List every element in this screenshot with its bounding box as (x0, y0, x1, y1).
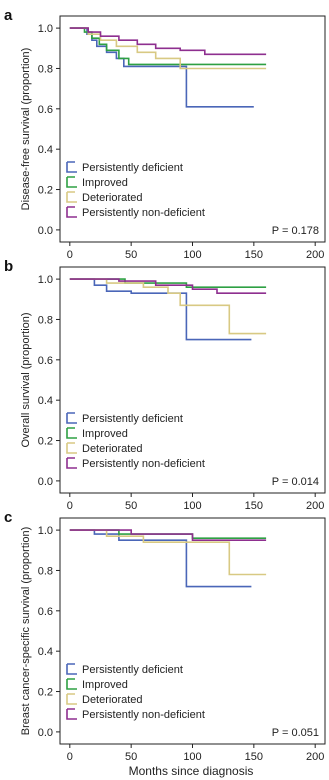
x-tick-label: 200 (306, 249, 324, 261)
legend-label: Deteriorated (82, 694, 143, 706)
x-tick-label: 100 (183, 751, 201, 763)
x-tick-label: 0 (67, 751, 73, 763)
legend-swatch (66, 161, 77, 173)
y-tick-label: 0.0 (38, 225, 53, 237)
survival-curve-4 (69, 27, 267, 56)
y-tick-label: 0.6 (38, 104, 53, 116)
y-axis-label: Overall survival (proportion) (20, 312, 32, 447)
y-tick-label: 0.6 (38, 355, 53, 367)
x-tick-label: 100 (183, 249, 201, 261)
y-tick-label: 0.6 (38, 606, 53, 618)
y-tick-label: 0.2 (38, 436, 53, 448)
y-tick-label: 1.0 (38, 23, 53, 35)
legend-swatch (66, 206, 77, 218)
legend-swatch (66, 663, 77, 675)
legend-label: Improved (82, 177, 128, 189)
survival-curve-3 (69, 27, 267, 70)
legend-label: Persistently deficient (82, 162, 183, 174)
legend-swatch (66, 708, 77, 720)
x-axis-label: Months since diagnosis (129, 764, 254, 778)
legend-swatch (66, 693, 77, 705)
legend-swatch (66, 678, 77, 690)
panel-a: a 0.0 0.2 0.4 0.6 0.8 1.0 0 50 100 150 200 Disease-f… (4, 7, 326, 261)
panel-label: c (4, 509, 12, 526)
p-value: P = 0.014 (272, 476, 319, 488)
y-tick-label: 1.0 (38, 274, 53, 286)
panel-label: b (4, 258, 13, 275)
legend-label: Improved (82, 428, 128, 440)
x-tick-label: 0 (67, 500, 73, 512)
legend-label: Persistently non-deficient (82, 458, 205, 470)
survival-curve-4 (69, 529, 267, 541)
legend-label: Deteriorated (82, 443, 143, 455)
legend-swatch (66, 191, 77, 203)
legend-label: Persistently non-deficient (82, 709, 205, 721)
y-tick-label: 0.8 (38, 63, 53, 75)
y-tick-label: 0.8 (38, 314, 53, 326)
legend-swatch (66, 176, 77, 188)
x-tick-label: 200 (306, 751, 324, 763)
y-tick-label: 0.4 (38, 144, 53, 156)
x-tick-label: 150 (245, 751, 263, 763)
panel-c: c 0.0 0.2 0.4 0.6 0.8 1.0 0 50 100 150 200 Breast ca… (4, 509, 326, 763)
x-tick-label: 50 (125, 249, 137, 261)
p-value: P = 0.051 (272, 727, 319, 739)
y-tick-label: 0.2 (38, 687, 53, 699)
x-tick-label: 150 (245, 500, 263, 512)
y-tick-label: 0.8 (38, 565, 53, 577)
x-tick-label: 50 (125, 751, 137, 763)
legend-label: Improved (82, 679, 128, 691)
survival-curve-3 (69, 529, 267, 576)
y-tick-label: 0.0 (38, 727, 53, 739)
legend-label: Persistently non-deficient (82, 207, 205, 219)
y-axis-label: Breast cancer-specific survival (proport… (20, 527, 32, 735)
p-value: P = 0.178 (272, 225, 319, 237)
y-tick-label: 0.4 (38, 395, 53, 407)
legend-swatch (66, 427, 77, 439)
legend-swatch (66, 442, 77, 454)
y-tick-label: 0.2 (38, 185, 53, 197)
survival-curve-1 (69, 278, 252, 341)
legend-label: Deteriorated (82, 192, 143, 204)
legend-swatch (66, 412, 77, 424)
panel-label: a (4, 7, 13, 24)
y-tick-label: 0.4 (38, 646, 53, 658)
legend-label: Persistently deficient (82, 413, 183, 425)
survival-curve-2 (69, 27, 267, 66)
panels: a 0.0 0.2 0.4 0.6 0.8 1.0 0 50 100 150 200 Disease-f… (4, 7, 326, 763)
survival-curve-4 (69, 278, 267, 294)
x-tick-label: 0 (67, 249, 73, 261)
x-tick-label: 50 (125, 500, 137, 512)
y-axis-label: Disease-free survival (proportion) (20, 48, 32, 211)
y-tick-label: 1.0 (38, 525, 53, 537)
legend-label: Persistently deficient (82, 664, 183, 676)
legend-swatch (66, 457, 77, 469)
x-tick-label: 150 (245, 249, 263, 261)
x-tick-label: 100 (183, 500, 201, 512)
panel-b: b 0.0 0.2 0.4 0.6 0.8 1.0 0 50 100 150 200 Overall s… (4, 258, 326, 512)
y-tick-label: 0.0 (38, 476, 53, 488)
survival-curve-1 (69, 27, 254, 108)
x-tick-label: 200 (306, 500, 324, 512)
survival-curve-3 (69, 278, 267, 335)
